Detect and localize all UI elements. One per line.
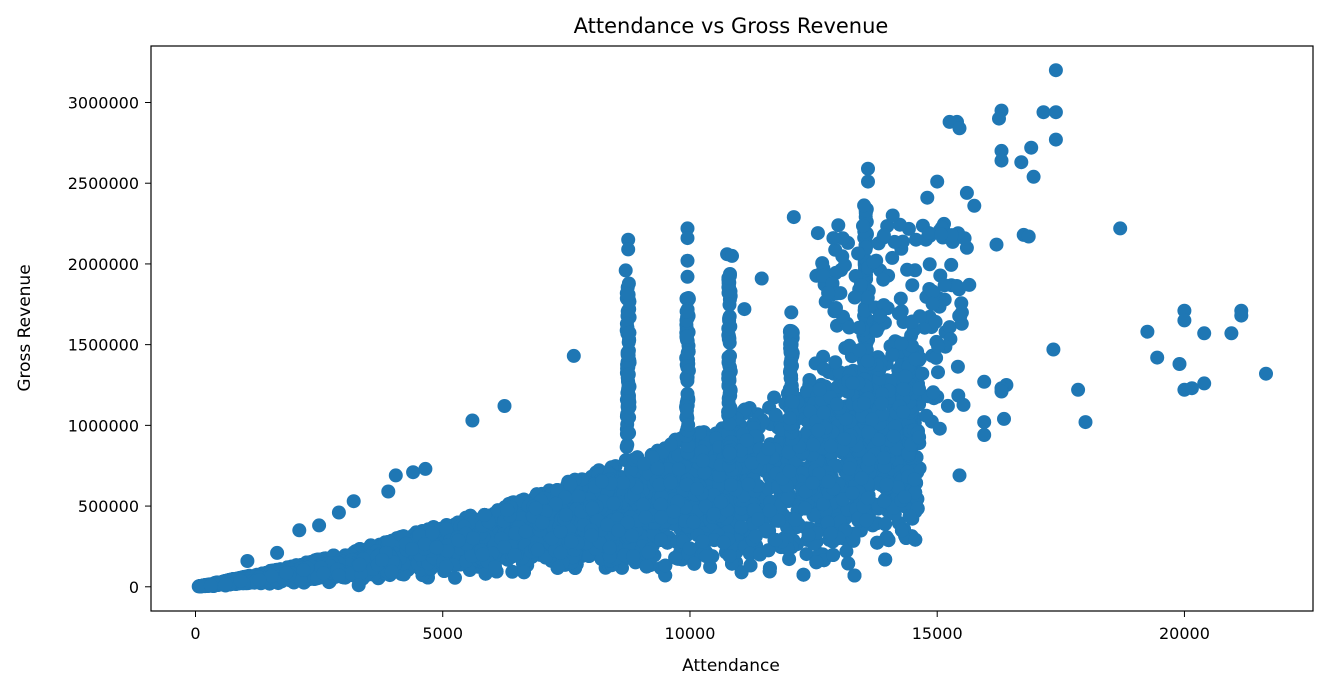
scatter-point [902, 509, 917, 524]
scatter-point [878, 517, 893, 531]
scatter-point [890, 480, 905, 495]
scatter-point [553, 524, 568, 539]
scatter-point [641, 545, 656, 560]
chart-title: Attendance vs Gross Revenue [574, 14, 889, 38]
scatter-point [658, 568, 673, 583]
scatter-point [908, 485, 923, 500]
scatter-point [768, 407, 783, 422]
scatter-point [699, 549, 714, 564]
scatter-point [802, 373, 817, 387]
scatter-point [878, 552, 893, 567]
scatter-point [877, 494, 892, 509]
scatter-point [771, 513, 786, 528]
scatter-point [448, 570, 462, 585]
scatter-point [712, 468, 727, 483]
scatter-point [652, 477, 667, 492]
scatter-point [636, 497, 651, 512]
data-points [191, 63, 1273, 594]
scatter-point [654, 533, 668, 547]
scatter-point [734, 520, 749, 535]
scatter-point [826, 548, 841, 562]
scatter-point [660, 462, 675, 477]
scatter-point [854, 471, 869, 486]
scatter-point [908, 532, 923, 547]
scatter-point [695, 534, 710, 549]
scatter-point [860, 491, 875, 506]
scatter-point [881, 533, 896, 548]
scatter-point [816, 497, 831, 512]
scatter-point [639, 559, 654, 574]
scatter-point [703, 560, 718, 574]
scatter-point [809, 555, 824, 570]
scatter-point [692, 425, 707, 440]
scatter-point [439, 521, 454, 536]
scatter-point [679, 477, 694, 492]
scatter-point [842, 461, 857, 476]
scatter-point [761, 543, 776, 558]
scatter-point [623, 463, 638, 477]
scatter-point [781, 445, 796, 460]
scatter-point [571, 489, 586, 504]
scatter-point [796, 567, 811, 582]
scatter-point [741, 477, 756, 492]
scatter-point [743, 558, 758, 573]
scatter-point [841, 556, 856, 571]
scatter-point [782, 552, 797, 567]
scatter-point [797, 501, 812, 516]
scatter-point [517, 565, 531, 580]
scatter-point [788, 512, 803, 527]
scatter-point [671, 462, 686, 477]
scatter-point [716, 535, 731, 550]
scatter-point [744, 456, 759, 470]
scatter-point [839, 544, 854, 559]
scatter-point [799, 547, 814, 562]
scatter-point [550, 560, 565, 575]
scatter-point [658, 558, 673, 573]
scatter-point [553, 545, 568, 560]
scatter-point [505, 564, 520, 579]
